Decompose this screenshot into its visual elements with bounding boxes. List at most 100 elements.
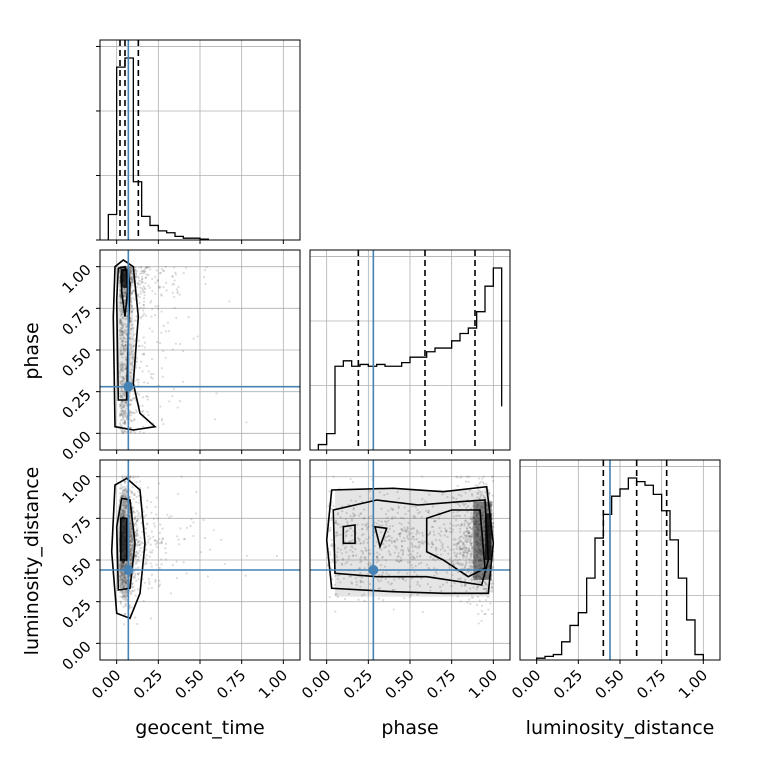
sample-point: [482, 482, 485, 485]
sample-point: [129, 268, 132, 272]
sample-point: [141, 530, 144, 533]
sample-point: [171, 395, 174, 398]
sample-point: [121, 430, 124, 433]
sample-point: [119, 486, 122, 490]
sample-point: [119, 268, 122, 272]
sample-point: [119, 317, 122, 320]
sample-point: [132, 540, 135, 543]
sample-point: [122, 394, 126, 397]
sample-point: [128, 574, 132, 577]
sample-point: [128, 547, 132, 550]
sample-point: [119, 412, 122, 415]
sample-point: [119, 513, 122, 516]
sample-point: [121, 339, 124, 342]
sample-point: [130, 305, 133, 308]
sample-point: [119, 583, 123, 586]
sample-point: [161, 527, 164, 530]
sample-point: [491, 522, 494, 525]
sample-point: [146, 523, 149, 526]
sample-point: [125, 341, 128, 344]
sample-point: [120, 369, 123, 372]
sample-point: [134, 522, 137, 526]
sample-point: [203, 276, 206, 279]
sample-point: [122, 339, 125, 343]
sample-point: [144, 266, 147, 269]
sample-point: [121, 368, 124, 371]
sample-point: [121, 406, 124, 410]
sample-point: [157, 482, 161, 485]
sample-point: [142, 303, 145, 307]
sample-point: [122, 503, 125, 507]
sample-point: [173, 306, 176, 310]
sample-point: [142, 599, 145, 603]
sample-point: [123, 390, 127, 393]
sample-point: [131, 310, 134, 313]
sample-point: [119, 403, 122, 406]
sample-point: [331, 544, 334, 547]
sample-point: [119, 351, 122, 354]
sample-point: [137, 475, 140, 478]
sample-point: [122, 510, 126, 513]
sample-point: [144, 276, 147, 279]
sample-point: [123, 294, 126, 297]
sample-point: [351, 480, 354, 484]
sample-point: [140, 315, 143, 318]
sample-point: [131, 269, 134, 273]
sample-point: [129, 475, 132, 478]
sample-point: [122, 422, 126, 425]
sample-point: [122, 375, 125, 379]
sample-point: [129, 559, 132, 562]
sample-point: [119, 321, 122, 324]
sample-point: [130, 278, 133, 281]
sample-point: [156, 278, 159, 282]
sample-point: [130, 327, 133, 330]
sample-point: [120, 308, 123, 311]
sample-point: [129, 276, 133, 279]
sample-point: [491, 494, 495, 497]
sample-point: [130, 378, 133, 381]
sample-point: [155, 513, 158, 516]
sample-point: [122, 509, 125, 512]
sample-point: [206, 575, 209, 578]
sample-point: [122, 503, 125, 507]
sample-point: [124, 291, 127, 294]
sample-point: [131, 297, 134, 300]
sample-point: [123, 429, 126, 433]
sample-point: [119, 304, 122, 308]
sample-point: [120, 313, 124, 316]
sample-point: [124, 291, 127, 294]
sample-point: [123, 563, 126, 567]
sample-point: [119, 412, 122, 415]
sample-point: [119, 322, 122, 325]
sample-point: [124, 505, 127, 508]
sample-point: [164, 281, 168, 284]
sample-point: [143, 268, 146, 271]
sample-point: [137, 566, 140, 569]
sample-point: [129, 272, 132, 275]
sample-point: [132, 497, 135, 501]
sample-point: [124, 349, 127, 352]
sample-point: [154, 275, 157, 278]
sample-point: [147, 538, 150, 541]
sample-point: [134, 270, 137, 273]
sample-point: [334, 610, 337, 613]
sample-point: [121, 316, 124, 319]
sample-point: [154, 578, 157, 582]
sample-point: [119, 404, 122, 408]
sample-point: [134, 515, 137, 518]
sample-point: [121, 501, 124, 504]
sample-point: [154, 305, 157, 308]
sample-point: [192, 521, 195, 524]
sample-point: [123, 414, 127, 417]
x-tick-label: 0.50: [381, 666, 417, 702]
sample-point: [128, 411, 131, 414]
sample-point: [125, 582, 128, 585]
sample-point: [125, 407, 128, 410]
sample-point: [120, 571, 124, 575]
sample-point: [122, 581, 126, 584]
sample-point: [122, 331, 126, 335]
sample-point: [118, 269, 122, 272]
sample-point: [129, 277, 132, 280]
sample-point: [133, 333, 136, 336]
sample-point: [119, 368, 123, 371]
